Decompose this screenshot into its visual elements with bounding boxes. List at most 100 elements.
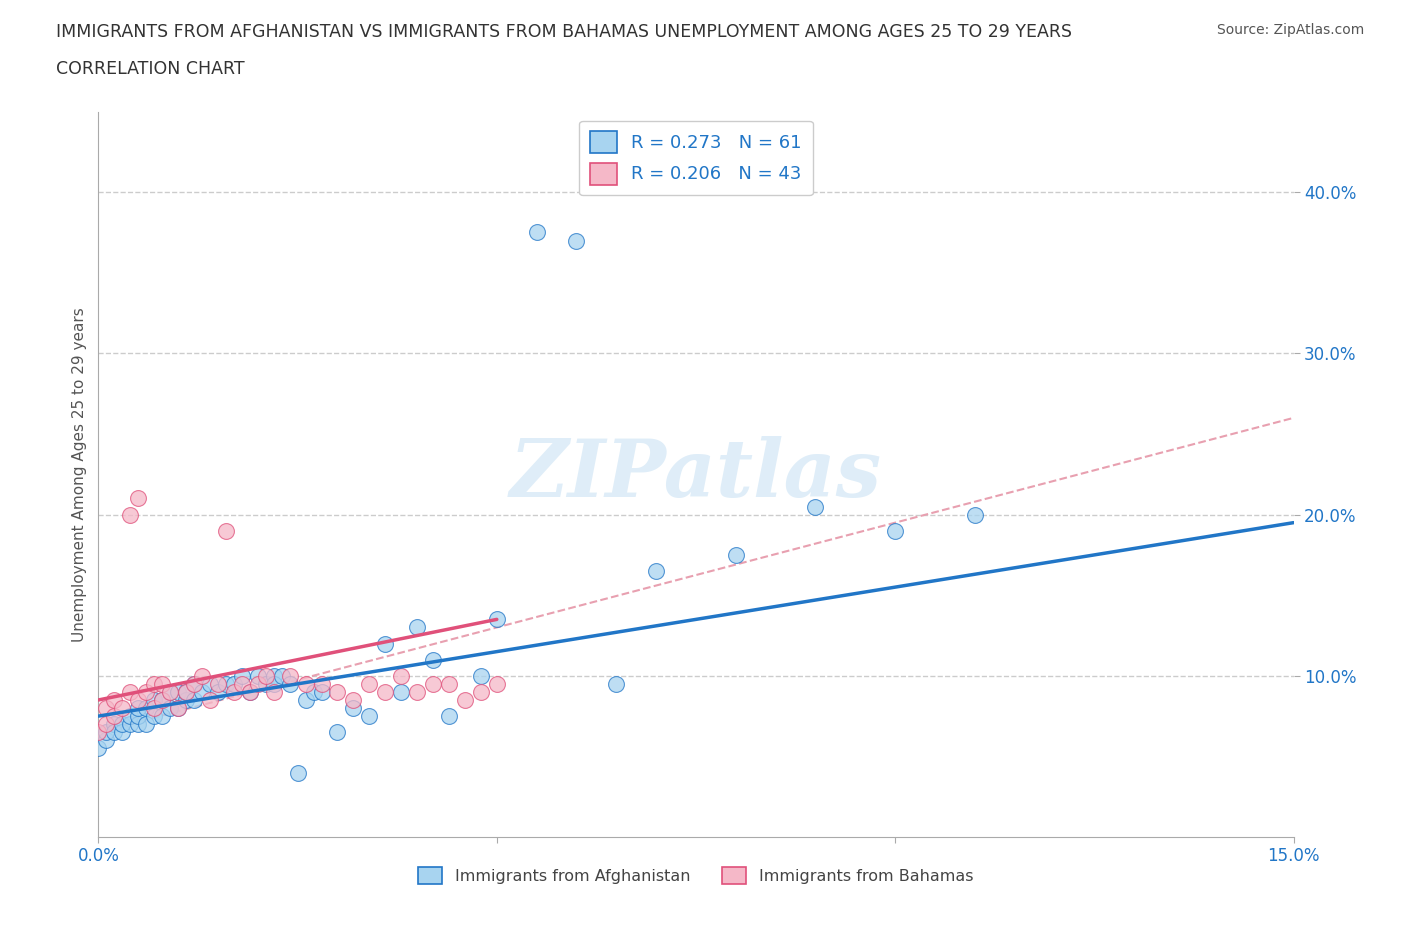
Point <box>222 676 245 691</box>
Point <box>207 684 229 699</box>
Point <box>198 676 221 691</box>
Point <box>111 724 134 739</box>
Point <box>326 724 349 739</box>
Point <box>374 684 396 699</box>
Point <box>254 676 277 691</box>
Point <box>246 669 269 684</box>
Point <box>103 693 125 708</box>
Point <box>645 564 668 578</box>
Point <box>143 693 166 708</box>
Point <box>174 693 197 708</box>
Point <box>605 676 627 691</box>
Point <box>359 709 381 724</box>
Point <box>150 676 173 691</box>
Point <box>270 669 292 684</box>
Point <box>174 684 197 699</box>
Point <box>246 676 269 691</box>
Point <box>342 693 364 708</box>
Point <box>342 700 364 715</box>
Point <box>111 717 134 732</box>
Point <box>294 693 316 708</box>
Point <box>127 709 149 724</box>
Point <box>470 669 492 684</box>
Point <box>96 717 118 732</box>
Point <box>143 676 166 691</box>
Point <box>127 491 149 506</box>
Point <box>278 676 301 691</box>
Text: Source: ZipAtlas.com: Source: ZipAtlas.com <box>1216 23 1364 37</box>
Point <box>278 669 301 684</box>
Point <box>96 733 118 748</box>
Point <box>127 717 149 732</box>
Point <box>422 676 444 691</box>
Point <box>311 676 333 691</box>
Point <box>143 700 166 715</box>
Text: ZIPatlas: ZIPatlas <box>510 435 882 513</box>
Point <box>198 693 221 708</box>
Point <box>135 684 157 699</box>
Point <box>159 684 181 699</box>
Legend: Immigrants from Afghanistan, Immigrants from Bahamas: Immigrants from Afghanistan, Immigrants … <box>412 860 980 891</box>
Point <box>215 524 238 538</box>
Point <box>183 676 205 691</box>
Point <box>239 684 262 699</box>
Point <box>804 499 827 514</box>
Point <box>254 669 277 684</box>
Point <box>311 684 333 699</box>
Point <box>135 717 157 732</box>
Point <box>374 636 396 651</box>
Point <box>302 684 325 699</box>
Point <box>526 225 548 240</box>
Point <box>87 741 110 756</box>
Point <box>103 717 125 732</box>
Point <box>159 684 181 699</box>
Point <box>103 724 125 739</box>
Point <box>724 548 747 563</box>
Point <box>96 724 118 739</box>
Text: IMMIGRANTS FROM AFGHANISTAN VS IMMIGRANTS FROM BAHAMAS UNEMPLOYMENT AMONG AGES 2: IMMIGRANTS FROM AFGHANISTAN VS IMMIGRANT… <box>56 23 1073 41</box>
Point <box>150 709 173 724</box>
Point <box>231 669 253 684</box>
Point <box>183 676 205 691</box>
Point <box>120 684 142 699</box>
Point <box>207 676 229 691</box>
Point <box>127 700 149 715</box>
Point <box>231 676 253 691</box>
Point <box>565 233 588 248</box>
Point <box>406 620 429 635</box>
Point <box>174 684 197 699</box>
Point <box>183 693 205 708</box>
Point <box>111 700 134 715</box>
Point <box>406 684 429 699</box>
Point <box>167 700 190 715</box>
Point <box>143 709 166 724</box>
Point <box>326 684 349 699</box>
Point <box>159 700 181 715</box>
Point <box>454 693 477 708</box>
Point <box>167 684 190 699</box>
Point <box>215 676 238 691</box>
Point <box>263 676 285 691</box>
Point <box>135 700 157 715</box>
Point <box>222 684 245 699</box>
Point <box>96 700 118 715</box>
Point <box>191 669 214 684</box>
Point <box>470 684 492 699</box>
Point <box>150 693 173 708</box>
Point <box>422 652 444 667</box>
Point <box>485 612 508 627</box>
Point <box>239 684 262 699</box>
Point <box>884 524 907 538</box>
Point <box>389 684 412 699</box>
Point <box>287 765 309 780</box>
Point <box>437 676 460 691</box>
Point <box>389 669 412 684</box>
Point <box>127 693 149 708</box>
Text: CORRELATION CHART: CORRELATION CHART <box>56 60 245 78</box>
Point <box>263 669 285 684</box>
Point <box>103 709 125 724</box>
Point <box>263 684 285 699</box>
Y-axis label: Unemployment Among Ages 25 to 29 years: Unemployment Among Ages 25 to 29 years <box>72 307 87 642</box>
Point <box>437 709 460 724</box>
Point <box>167 700 190 715</box>
